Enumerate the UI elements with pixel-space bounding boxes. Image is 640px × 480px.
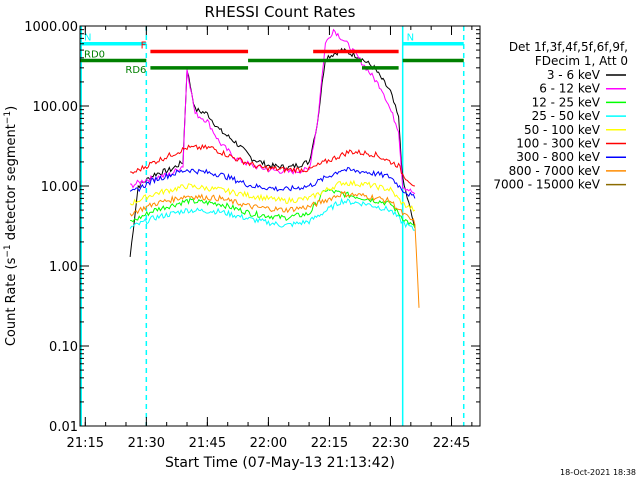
legend-label-2: 12 - 25 keV <box>532 95 601 109</box>
series-line-4 <box>129 179 416 212</box>
state-bar-label-5: RD6 <box>125 65 146 76</box>
x-tick-label-1: 21:30 <box>128 436 165 451</box>
x-tick-label-4: 22:15 <box>311 436 348 451</box>
state-bar-label-1: N <box>407 33 414 44</box>
state-bar-label-0: N <box>84 33 91 44</box>
y-axis-label-mid: detector segment <box>4 124 19 244</box>
series-line-6 <box>129 166 416 199</box>
y-tick-label-3: 1.00 <box>49 260 78 275</box>
y-tick-label-2: 10.00 <box>41 180 78 195</box>
y-axis-label-sup-1: −1 <box>3 244 13 257</box>
legend: Det 1f,3f,4f,5f,6f,9f, FDecim 1, Att 0 3… <box>493 40 628 192</box>
state-bar-label-4: RD0 <box>84 50 105 61</box>
plot-frame <box>79 25 481 427</box>
y-axis-label: Count Rate (s−1 detector segment−1) <box>3 106 19 346</box>
x-tick-label-2: 21:45 <box>189 436 226 451</box>
legend-label-1: 6 - 12 keV <box>539 82 601 96</box>
y-tick-label-4: 0.10 <box>49 340 78 355</box>
legend-label-5: 100 - 300 keV <box>516 137 600 151</box>
x-tick-label-5: 22:30 <box>372 436 409 451</box>
legend-label-8: 7000 - 15000 keV <box>493 178 600 192</box>
x-axis: 21:15 21:30 21:45 22:00 22:15 22:30 22:45 <box>67 26 473 451</box>
legend-label-7: 800 - 7000 keV <box>509 164 601 178</box>
chart-title: RHESSI Count Rates <box>205 3 356 21</box>
x-tick-label-3: 22:00 <box>250 436 287 451</box>
plot-area: N N F RD0 RD6 <box>80 26 465 426</box>
legend-label-6: 300 - 800 keV <box>516 150 600 164</box>
footer-date: 18-Oct-2021 18:38 <box>560 468 636 477</box>
legend-header-line-1: Det 1f,3f,4f,5f,6f,9f, <box>509 40 628 54</box>
y-tick-label-0: 1000.00 <box>24 20 78 35</box>
x-tick-label-0: 21:15 <box>67 436 104 451</box>
legend-label-0: 3 - 6 keV <box>547 68 601 82</box>
series-line-3 <box>129 197 415 231</box>
y-axis-label-sup-2: −1 <box>3 111 13 124</box>
y-axis: 1000.00 100.00 10.00 1.00 0.10 0.01 <box>24 20 480 435</box>
y-tick-label-1: 100.00 <box>33 100 79 115</box>
state-bar-label-2: F <box>141 41 147 52</box>
y-axis-label-main: Count Rate (s <box>4 257 19 346</box>
legend-label-3: 25 - 50 keV <box>532 109 601 123</box>
series-line-2 <box>129 188 416 229</box>
legend-header-line-2: FDecim 1, Att 0 <box>535 54 628 68</box>
x-tick-label-6: 22:45 <box>433 436 470 451</box>
y-axis-label-end: ) <box>4 106 19 111</box>
series-line-5 <box>130 143 415 187</box>
legend-label-4: 50 - 100 keV <box>524 123 601 137</box>
x-axis-label: Start Time (07-May-13 21:13:42) <box>165 455 395 471</box>
series-line-7 <box>129 190 420 308</box>
series-line-0 <box>129 47 416 257</box>
y-tick-label-5: 0.01 <box>49 420 78 435</box>
